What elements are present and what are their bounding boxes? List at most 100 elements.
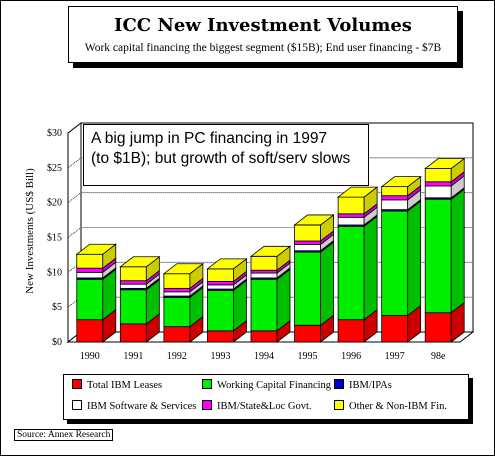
bar-segment (381, 199, 409, 211)
bar-segment (381, 186, 409, 197)
bar-top (206, 258, 248, 270)
bar-segment-side (407, 200, 422, 317)
bar-segment (424, 185, 452, 199)
bar-segment (337, 196, 365, 215)
annotation-line-2: (to $1B); but growth of soft/serv slows (91, 150, 351, 167)
bar-segment-side (450, 188, 465, 314)
bar-segment (163, 291, 191, 297)
bar-top (380, 176, 422, 188)
bar-segment (119, 323, 147, 343)
bar-segment (76, 278, 104, 321)
bar-segment (163, 326, 191, 343)
bar-segment (337, 216, 365, 226)
bar-segment (250, 272, 278, 279)
bar-segment (119, 283, 147, 289)
bar-segment (381, 210, 409, 316)
legend-item: Other & Non-IBM Fin. (334, 400, 447, 412)
bar-segment (294, 324, 321, 343)
legend-swatch (334, 379, 344, 389)
y-tick-label: $20 (47, 198, 62, 209)
bar-segment (163, 297, 191, 328)
bar-segment (424, 181, 452, 187)
legend-label: Total IBM Leases (87, 380, 163, 391)
gridline (67, 122, 473, 134)
bar-segment (76, 253, 104, 269)
gridline (67, 192, 473, 203)
bar-segment (424, 312, 452, 343)
x-tick-label: 1993 (210, 351, 230, 362)
y-tick-label: $15 (47, 233, 62, 244)
legend-label: Working Capital Financing (217, 380, 332, 391)
bar-top (336, 186, 379, 198)
legend-swatch (72, 400, 82, 410)
x-tick-label: 98e (431, 351, 446, 362)
annotation-line-1: A big jump in PC financing in 1997 (91, 130, 328, 147)
bar-segment (76, 271, 104, 279)
bar-top (162, 263, 205, 275)
title-box: ICC New Investment Volumes Work capital … (68, 6, 458, 63)
legend-item: Total IBM Leases (72, 379, 162, 391)
y-tick-label: $25 (47, 163, 62, 174)
bar-segment (381, 315, 409, 343)
bar-segment (381, 195, 409, 201)
bar-segment-side (363, 215, 378, 321)
bar-top (424, 158, 466, 169)
legend-swatch (334, 400, 344, 410)
chart-title: ICC New Investment Volumes (114, 15, 412, 36)
bar-segment (207, 284, 234, 290)
legend-swatch (72, 379, 82, 389)
bar-segment (250, 330, 278, 343)
bar-segment-side (276, 268, 291, 332)
gridline (67, 227, 473, 238)
bar-segment (163, 287, 191, 293)
bar-segment (76, 319, 104, 343)
legend-swatch (202, 400, 212, 410)
gridline (67, 157, 473, 169)
bar-segment (337, 319, 365, 343)
bar-segment (119, 266, 147, 282)
x-tick-label: 1992 (167, 351, 187, 362)
bar-segment (250, 278, 278, 332)
bar-segment (207, 268, 234, 282)
legend-item: Working Capital Financing (202, 379, 331, 391)
legend: Total IBM Leases Working Capital Financin… (63, 374, 469, 420)
x-tick-label: 1995 (298, 351, 318, 362)
bar-segment (119, 280, 147, 285)
legend-label: IBM/State&Loc Govt. (217, 401, 312, 412)
legend-item: IBM Software & Services (72, 400, 196, 412)
bar-segment (294, 240, 321, 245)
x-tick-label: 1997 (385, 351, 405, 362)
bar-segment (294, 251, 321, 326)
bar-top (293, 214, 335, 226)
legend-label: IBM Software & Services (87, 401, 197, 412)
source-note: Source: Annex Research (14, 429, 114, 441)
bar-segment (119, 289, 147, 325)
annotation-box: A big jump in PC financing in 1997 (to $… (83, 124, 369, 186)
bar-segment (76, 267, 104, 273)
legend-swatch (202, 379, 212, 389)
bar-segment-side (320, 241, 334, 327)
bar-segment (163, 273, 191, 289)
x-tick-label: 1991 (123, 351, 143, 362)
bar-segment (424, 198, 452, 314)
bar-segment (250, 269, 278, 274)
legend-label: IBM/IPAs (349, 380, 392, 391)
bar-segment (207, 280, 234, 286)
x-tick-label: 1996 (341, 351, 361, 362)
legend-item: IBM/State&Loc Govt. (202, 400, 312, 412)
bar-segment (337, 225, 365, 321)
bar-segment (294, 224, 321, 242)
bar-segment (294, 244, 321, 252)
bar-segment (207, 290, 234, 332)
bar-segment (207, 330, 234, 343)
bar-top (119, 256, 161, 268)
x-tick-label: 1994 (254, 351, 274, 362)
bar-segment (337, 213, 365, 218)
y-tick-label: $30 (47, 128, 62, 139)
y-tick-label: $5 (52, 302, 62, 313)
bar-top (249, 245, 292, 257)
chart-subtitle: Work capital financing the biggest segme… (84, 42, 442, 54)
bar-segment (424, 168, 452, 183)
y-tick-label: $10 (47, 267, 62, 278)
